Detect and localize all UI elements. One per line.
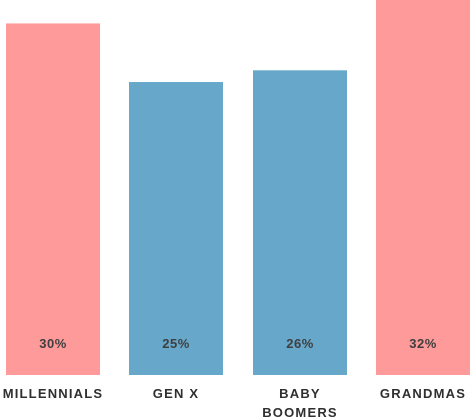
bars-group — [6, 0, 470, 375]
value-labels-group: 30% 25% 26% 32% — [39, 336, 437, 351]
bar-1 — [129, 82, 223, 375]
bar-2 — [253, 70, 347, 375]
bar-3 — [376, 0, 470, 375]
bar-value-label: 30% — [39, 336, 67, 351]
bar-value-label: 25% — [162, 336, 190, 351]
category-label: MILLENNIALS — [3, 386, 104, 401]
bar-0 — [6, 23, 100, 375]
bar-value-label: 32% — [409, 336, 437, 351]
bar-value-label: 26% — [286, 336, 314, 351]
category-label: BABY — [279, 386, 321, 401]
category-label: BOOMERS — [262, 405, 338, 419]
category-label: GEN X — [153, 386, 199, 401]
category-labels-group: MILLENNIALS GEN X BABY BOOMERS GRANDMAS — [3, 386, 466, 419]
category-label: GRANDMAS — [380, 386, 466, 401]
